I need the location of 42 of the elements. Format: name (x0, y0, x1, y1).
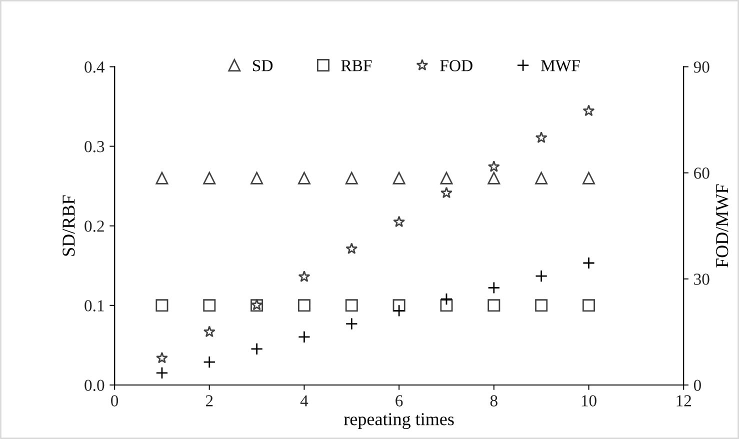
y2-axis-title: FOD/MWF (716, 184, 728, 268)
point (582, 256, 595, 270)
y2-tick-label: 90 (694, 61, 710, 73)
legend-label: FOD (440, 60, 472, 72)
y2-tick-label: 0 (694, 380, 701, 391)
point (488, 160, 500, 172)
legend-label: SD (253, 60, 273, 72)
point (582, 104, 595, 116)
x-tick-label: 10 (582, 395, 596, 406)
y2-tick-label: 60 (694, 168, 710, 179)
x-tick-label: 0 (111, 395, 118, 406)
y-axis-title: SD/RBF (62, 195, 75, 256)
y2-tick-label: 30 (694, 274, 710, 285)
point (203, 326, 216, 338)
point (393, 216, 406, 228)
y-tick-label: 0.1 (84, 300, 104, 312)
point (250, 342, 264, 356)
point (203, 356, 216, 368)
x-axis-title: repeating times (344, 413, 454, 429)
y-tick-label: 0.2 (84, 220, 104, 232)
y-tick-label: 0.4 (84, 61, 105, 73)
point (440, 186, 452, 198)
point (440, 292, 453, 306)
point (345, 318, 358, 330)
point (156, 366, 168, 380)
x-tick-label: 8 (490, 395, 498, 406)
y-tick-label: 0.0 (84, 380, 104, 392)
y-tick-label: 0.3 (84, 140, 104, 152)
point (535, 270, 548, 282)
point (298, 270, 310, 282)
point (298, 330, 310, 344)
legend-label: MWF (541, 60, 580, 72)
legend-label: RBF (341, 60, 372, 72)
point (535, 132, 548, 143)
x-tick-label: 6 (396, 395, 403, 406)
point (488, 282, 500, 294)
point (156, 352, 168, 364)
point (392, 304, 406, 317)
x-tick-label: 2 (206, 395, 213, 406)
x-tick-label: 4 (300, 395, 308, 406)
point (346, 242, 358, 254)
x-tick-label: 12 (676, 395, 691, 406)
